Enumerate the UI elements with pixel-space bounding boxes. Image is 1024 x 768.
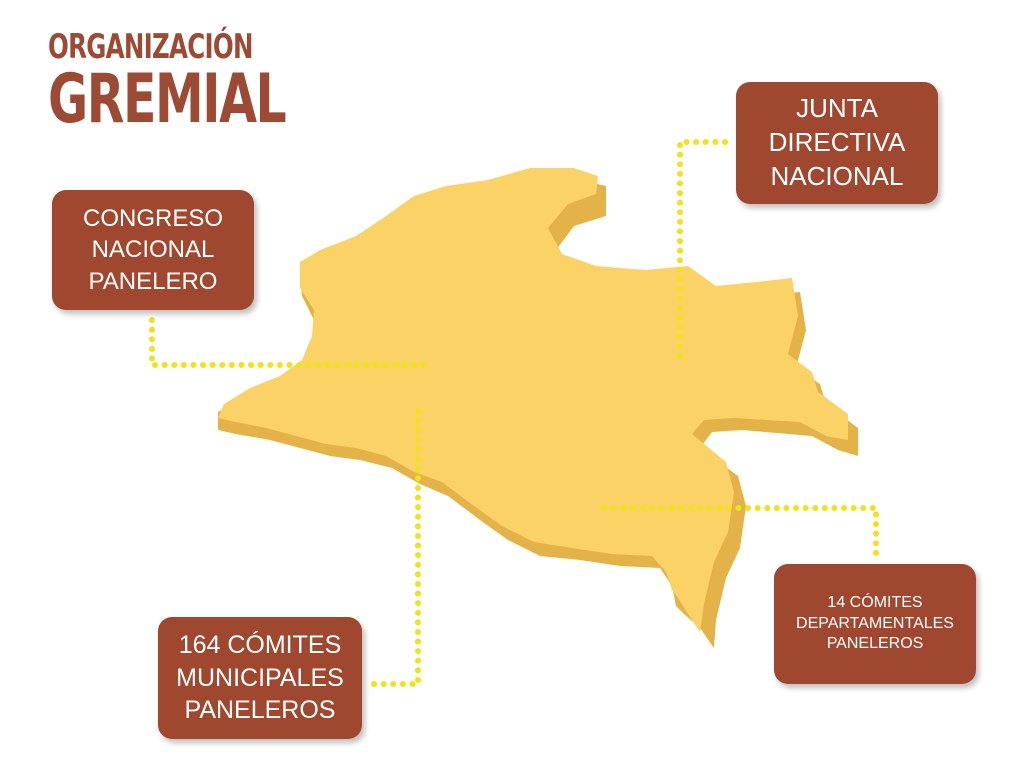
congreso-nacional-box: CONGRESO NACIONAL PANELERO — [52, 190, 254, 310]
connector-congreso — [149, 317, 431, 368]
map-top-face — [218, 168, 848, 632]
connector-lines — [149, 139, 879, 687]
diagram-title: ORGANIZACIÓN GREMIAL — [48, 30, 378, 134]
comites-municipales-box: 164 CÓMITES MUNICIPALES PANELEROS — [158, 617, 362, 739]
title-line-2: GREMIAL — [48, 60, 287, 139]
comites-departamentales-box: 14 CÓMITES DEPARTAMENTALES PANELEROS — [774, 564, 976, 684]
title-line-1: ORGANIZACIÓN — [48, 27, 253, 67]
connector-junta — [677, 139, 728, 363]
junta-directiva-box: JUNTA DIRECTIVA NACIONAL — [736, 82, 938, 204]
